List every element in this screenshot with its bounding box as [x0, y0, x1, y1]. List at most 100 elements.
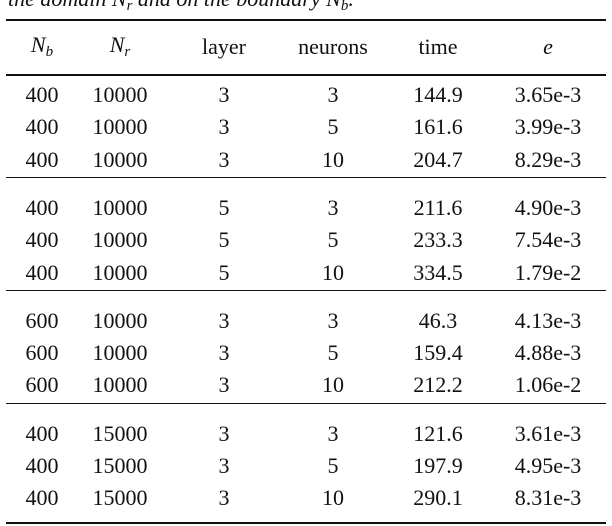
table-cell: 400: [25, 485, 59, 511]
math: e: [543, 34, 553, 59]
table-cell: 400: [25, 146, 59, 172]
table-cell: 3: [218, 307, 230, 333]
table-cell: 3: [218, 420, 230, 446]
table-cell: 10: [322, 485, 344, 511]
table-cell: 3: [218, 146, 230, 172]
table-cell: 3: [218, 82, 230, 107]
subscript: r: [126, 0, 133, 14]
table-cell: 161.6: [413, 114, 463, 140]
table-cell: 15000: [92, 420, 148, 446]
table-cell: 46.3: [418, 307, 458, 333]
text: neurons: [298, 34, 368, 59]
text: and on the boundary: [132, 0, 326, 11]
math: N: [30, 32, 46, 57]
rule: [6, 290, 606, 292]
math: N: [109, 32, 125, 57]
table-cell: 5: [218, 227, 230, 253]
table-cell: 3: [218, 372, 230, 398]
subscript: b: [340, 0, 349, 14]
table-cell: 400: [25, 453, 59, 478]
table-cell: 3.99e-3: [514, 114, 582, 140]
table-cell: 10000: [92, 82, 148, 107]
table-cell: 10000: [92, 259, 148, 285]
table-cell: 7.54e-3: [514, 227, 582, 253]
table-cell: 5: [327, 453, 339, 478]
table-cell: 400: [25, 82, 59, 107]
table-cell: 3.61e-3: [514, 420, 582, 446]
table-cell: 3: [218, 485, 230, 511]
table-cell: 400: [25, 259, 59, 285]
table-cell: 10000: [92, 307, 148, 333]
subscript: b: [45, 44, 54, 60]
math: N: [326, 0, 341, 11]
math: N: [112, 0, 127, 11]
table-cell: 8.29e-3: [514, 146, 582, 172]
table-cell: 4.88e-3: [514, 340, 582, 366]
rule: [6, 177, 606, 179]
table-cell: 600: [25, 307, 59, 333]
table-cell: 5: [218, 259, 230, 285]
table-cell: 3: [327, 194, 339, 220]
table-cell: 159.4: [413, 340, 463, 366]
rule: [6, 521, 606, 524]
table-cell: 3: [218, 340, 230, 366]
table-cell: 211.6: [413, 194, 463, 220]
table-cell: 4.13e-3: [514, 307, 582, 333]
text: .: [348, 0, 354, 11]
table-cell: 204.7: [413, 146, 463, 172]
header-cell: Nr: [110, 34, 131, 60]
table-cell: 1.79e-2: [514, 259, 582, 285]
table-cell: 10000: [92, 227, 148, 253]
table-cell: 600: [25, 340, 59, 366]
table-cell: 15000: [92, 485, 148, 511]
table-cell: 3.65e-3: [514, 82, 582, 107]
table-cell: 10000: [92, 146, 148, 172]
table-cell: 334.5: [413, 259, 463, 285]
header-cell: neurons: [298, 36, 368, 58]
table-cell: 3: [327, 307, 339, 333]
table-cell: 8.31e-3: [514, 485, 582, 511]
table-cell: 10: [322, 372, 344, 398]
header-cell: Nb: [31, 34, 53, 60]
subscript: r: [124, 44, 131, 60]
table-cell: 10000: [92, 340, 148, 366]
table-cell: 10000: [92, 194, 148, 220]
table-cell: 3: [327, 82, 339, 107]
table-cell: 3: [218, 114, 230, 140]
table-cell: 5: [327, 114, 339, 140]
caption: the domain Nr and on the boundary Nb.: [8, 0, 354, 14]
table-cell: 10: [322, 146, 344, 172]
rule: [6, 403, 606, 405]
table-cell: 400: [25, 227, 59, 253]
table-cell: 4.90e-3: [514, 194, 582, 220]
table-cell: 5: [218, 194, 230, 220]
table-cell: 600: [25, 372, 59, 398]
table-cell: 400: [25, 194, 59, 220]
table-cell: 290.1: [413, 485, 463, 511]
table-cell: 4.95e-3: [514, 453, 582, 478]
header-cell: e: [543, 36, 553, 58]
table-cell: 197.9: [413, 453, 463, 478]
rule: [6, 74, 606, 76]
table-cell: 400: [25, 114, 59, 140]
table-cell: 10000: [92, 114, 148, 140]
table-cell: 400: [25, 420, 59, 446]
table-cell: 233.3: [413, 227, 463, 253]
text: the domain: [8, 0, 112, 11]
table-cell: 5: [327, 227, 339, 253]
table-cell: 3: [327, 420, 339, 446]
table-cell: 121.6: [413, 420, 463, 446]
table-cell: 15000: [92, 453, 148, 478]
rule: [6, 19, 606, 21]
table-cell: 1.06e-2: [514, 372, 582, 398]
header-cell: time: [418, 36, 457, 58]
text: time: [418, 34, 458, 59]
header-cell: layer: [202, 36, 246, 58]
table-cell: 10: [322, 259, 344, 285]
table-cell: 10000: [92, 372, 148, 398]
table-cell: 212.2: [413, 372, 463, 398]
table-cell: 5: [327, 340, 339, 366]
table-cell: 3: [218, 453, 230, 478]
table-cell: 144.9: [413, 82, 463, 107]
